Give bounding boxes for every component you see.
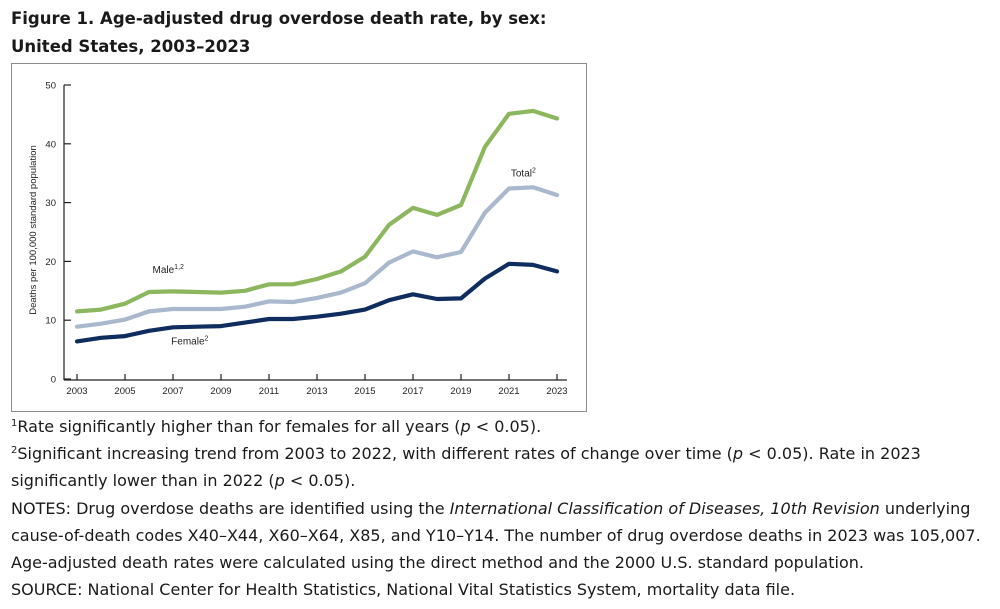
x-tick-label: 2005: [114, 386, 135, 397]
line-chart: 0 10 20 30 40 50 Deaths per 100,000 standard p…: [28, 81, 568, 398]
x-tick-label: 2007: [162, 386, 183, 397]
series-label-female: Female2: [171, 335, 208, 347]
x-tick-label: 2013: [306, 386, 327, 397]
footnote-2: 2Significant increasing trend from 2003 …: [11, 444, 921, 491]
y-tick-label: 20: [45, 257, 56, 268]
y-tick-label: 40: [45, 139, 56, 150]
x-tick-label: 2011: [259, 386, 279, 397]
y-tick-label: 10: [45, 316, 56, 327]
notes-paragraph: NOTES: Drug overdose deaths are identifi…: [11, 498, 981, 573]
y-axis-label: Deaths per 100,000 standard population: [28, 145, 39, 315]
series-label-male: Male1,2: [152, 264, 184, 276]
source-line: SOURCE: National Center for Health Stati…: [11, 580, 796, 600]
y-tick-label: 30: [45, 198, 56, 209]
x-tick-label: 2017: [402, 386, 423, 397]
x-tick-label: 2009: [210, 386, 231, 397]
figure-title: Figure 1. Age-adjusted drug overdose dea…: [11, 9, 547, 56]
y-tick-label: 0: [51, 375, 56, 386]
series-line-total: [74, 185, 560, 329]
chart-frame: 0 10 20 30 40 50 Deaths per 100,000 standard p…: [11, 63, 587, 412]
footnotes: 1Rate significantly higher than for fema…: [11, 413, 996, 603]
series-line-male: [74, 108, 560, 314]
y-tick-label: 50: [45, 81, 56, 92]
x-tick-label: 2015: [354, 386, 375, 397]
x-tick-label: 2019: [450, 386, 471, 397]
x-tick-label: 2003: [66, 386, 87, 397]
x-tick-label: 2021: [498, 386, 519, 397]
series-label-total: Total2: [511, 167, 536, 179]
footnote-1: 1Rate significantly higher than for fema…: [11, 417, 542, 436]
x-tick-label: 2023: [546, 386, 567, 397]
series-line-female: [74, 261, 560, 344]
